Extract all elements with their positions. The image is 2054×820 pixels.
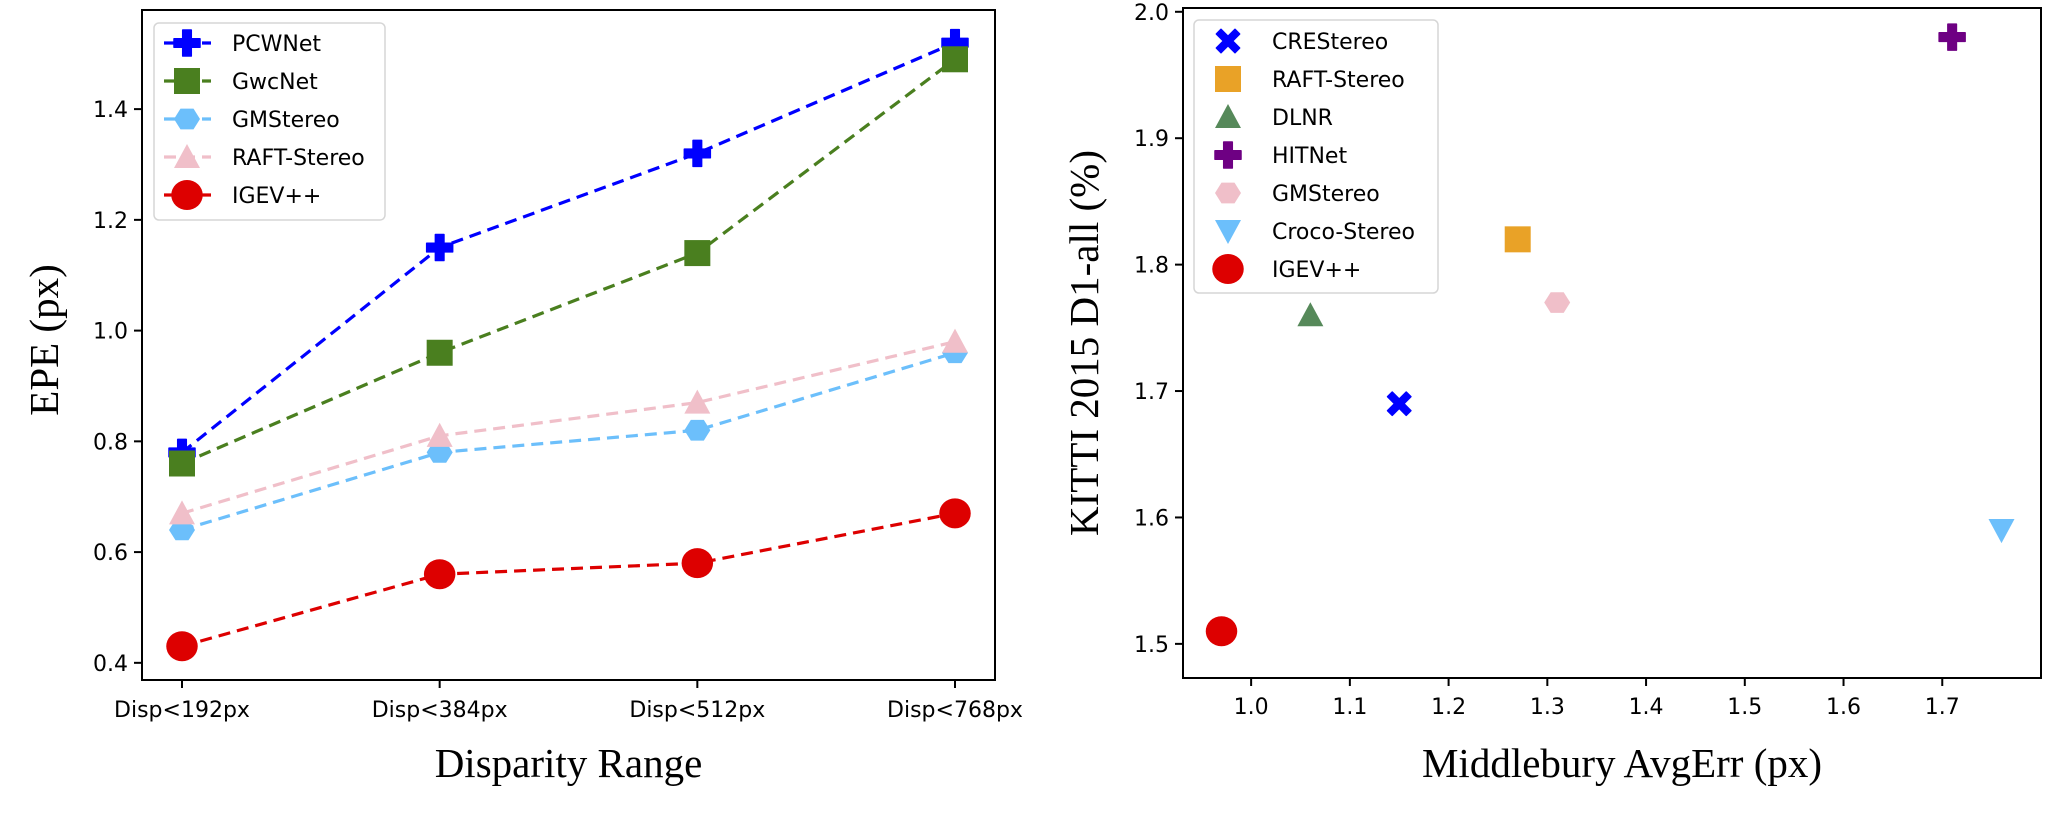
data-point-raft-stereo <box>942 328 968 353</box>
data-point-gwcnet <box>942 46 968 73</box>
legend-label-dlnr: DLNR <box>1272 106 1333 131</box>
legend-marker-crestereo <box>1215 28 1241 54</box>
series-line-pcwnet <box>181 41 956 454</box>
left-plot-frame <box>141 9 996 681</box>
legend-label-pcwnet: PCWNet <box>232 32 321 57</box>
data-point-igev- <box>681 548 714 579</box>
kitti-middlebury-scatter: 1.5 1.6 1.7 1.8 1.9 2.0 1.0 1.1 1.2 1.3 1.4 1.5 1.6 1… <box>1061 1 2042 786</box>
data-point-raft-stereo <box>684 389 711 414</box>
y-tick-label: 1.7 <box>1134 380 1169 405</box>
legend-label-crestereo: CREStereo <box>1272 30 1388 55</box>
data-point-pcwnet <box>425 233 454 262</box>
legend-marker-raft-stereo <box>174 144 200 169</box>
series-line-igev- <box>181 511 956 648</box>
y-tick-label: 0.6 <box>93 541 128 566</box>
legend-label-igev-: IGEV++ <box>1272 258 1361 283</box>
data-point-gmstereo <box>684 419 711 441</box>
x-tick-label: Disp<384px <box>372 698 508 723</box>
data-point-croco-stereo <box>1988 519 2015 544</box>
x-tick-label: 1.4 <box>1629 695 1664 720</box>
y-tick-label: 2.0 <box>1134 1 1169 26</box>
y-tick-label: 1.2 <box>93 209 128 234</box>
x-tick-label: 1.0 <box>1234 695 1269 720</box>
data-point-igev- <box>423 559 456 590</box>
data-point-crestereo <box>1386 391 1412 417</box>
data-point-raft-stereo <box>1504 226 1531 253</box>
x-tick-label: Disp<512px <box>629 698 765 723</box>
data-point-crestereo <box>1386 391 1412 417</box>
legend-label-gwcnet: GwcNet <box>232 70 318 95</box>
data-point-hitnet <box>1938 23 1966 51</box>
legend-marker-croco-stereo <box>1215 219 1241 244</box>
legend-marker-raft-stereo <box>1215 66 1241 92</box>
y-tick-label: 1.0 <box>93 320 128 345</box>
data-point-dlnr <box>1297 302 1324 327</box>
legend-marker-gmstereo <box>174 108 200 130</box>
right-legend: CREStereo RAFT-Stereo DLNR HITNet GMStereo Cr… <box>1193 19 1439 294</box>
x-tick-label: 1.3 <box>1530 695 1565 720</box>
data-point-gwcnet <box>684 240 711 267</box>
legend-label-igev-: IGEV++ <box>232 184 321 209</box>
data-point-raft-stereo <box>169 500 195 525</box>
epe-line-chart: 0.4 0.6 0.8 1.0 1.2 1.4 Disp<192px Disp<384px Di… <box>21 9 1023 786</box>
right-x-axis-title: Middlebury AvgErr (px) <box>1422 740 1822 786</box>
left-series-lines <box>181 41 956 648</box>
legend-label-croco-stereo: Croco-Stereo <box>1272 220 1415 245</box>
legend-marker-igev- <box>171 180 203 210</box>
right-plot-frame <box>1182 7 2042 679</box>
left-y-axis-title: EPE (px) <box>21 264 67 415</box>
data-point-igev- <box>939 498 971 529</box>
data-point-igev- <box>1205 616 1238 647</box>
left-axis-ticks: 0.4 0.6 0.8 1.0 1.2 1.4 Disp<192px Disp<384px Di… <box>93 98 1023 723</box>
x-tick-label: 1.5 <box>1727 695 1762 720</box>
right-y-axis-title: KITTI 2015 D1-all (%) <box>1061 150 1107 536</box>
data-point-raft-stereo <box>426 422 453 447</box>
legend-label-gmstereo: GMStereo <box>1272 182 1380 207</box>
x-tick-label: 1.6 <box>1826 695 1861 720</box>
data-point-gmstereo <box>1544 292 1571 313</box>
series-line-gmstereo <box>181 351 956 532</box>
x-tick-label: Disp<768px <box>887 698 1023 723</box>
legend-label-gmstereo: GMStereo <box>232 108 340 133</box>
series-line-raft-stereo <box>181 340 956 515</box>
x-tick-label: Disp<192px <box>114 698 250 723</box>
x-tick-label: 1.7 <box>1925 695 1960 720</box>
legend-marker-crestereo <box>1215 28 1241 54</box>
y-tick-label: 0.8 <box>93 430 128 455</box>
legend-box <box>1193 19 1439 294</box>
left-x-axis-title: Disparity Range <box>435 740 703 786</box>
data-point-igev- <box>166 631 198 662</box>
right-axis-ticks: 1.5 1.6 1.7 1.8 1.9 2.0 1.0 1.1 1.2 1.3 1.4 1.5 1.6 1… <box>1134 1 1960 720</box>
x-tick-label: 1.1 <box>1332 695 1367 720</box>
legend-marker-hitnet <box>1214 141 1242 169</box>
legend-label-hitnet: HITNet <box>1272 144 1347 169</box>
legend-marker-igev- <box>1212 254 1244 284</box>
left-series-markers <box>166 28 971 662</box>
x-tick-label: 1.2 <box>1431 695 1466 720</box>
legend-label-raft-stereo: RAFT-Stereo <box>1272 68 1405 93</box>
data-point-pcwnet <box>683 139 712 168</box>
y-tick-label: 1.5 <box>1134 633 1169 658</box>
legend-marker-gwcnet <box>174 68 200 94</box>
legend-box <box>153 22 386 221</box>
legend-marker-gmstereo <box>1215 182 1241 204</box>
left-legend: PCWNet GwcNet GMStereo RAFT-Stereo IGEV++ <box>153 22 386 221</box>
right-scatter-points <box>1205 23 2015 647</box>
legend-marker-dlnr <box>1215 104 1241 129</box>
data-point-gwcnet <box>169 450 195 477</box>
data-point-gmstereo <box>169 519 195 541</box>
legend-label-raft-stereo: RAFT-Stereo <box>232 146 365 171</box>
y-tick-label: 1.6 <box>1134 506 1169 531</box>
data-point-gmstereo <box>426 442 453 463</box>
legend-marker-pcwnet <box>173 29 201 57</box>
y-tick-label: 1.9 <box>1134 127 1169 152</box>
data-point-gwcnet <box>426 339 453 366</box>
y-tick-label: 1.8 <box>1134 254 1169 279</box>
series-line-gwcnet <box>181 58 956 465</box>
y-tick-label: 0.4 <box>93 652 128 677</box>
y-tick-label: 1.4 <box>93 98 128 123</box>
